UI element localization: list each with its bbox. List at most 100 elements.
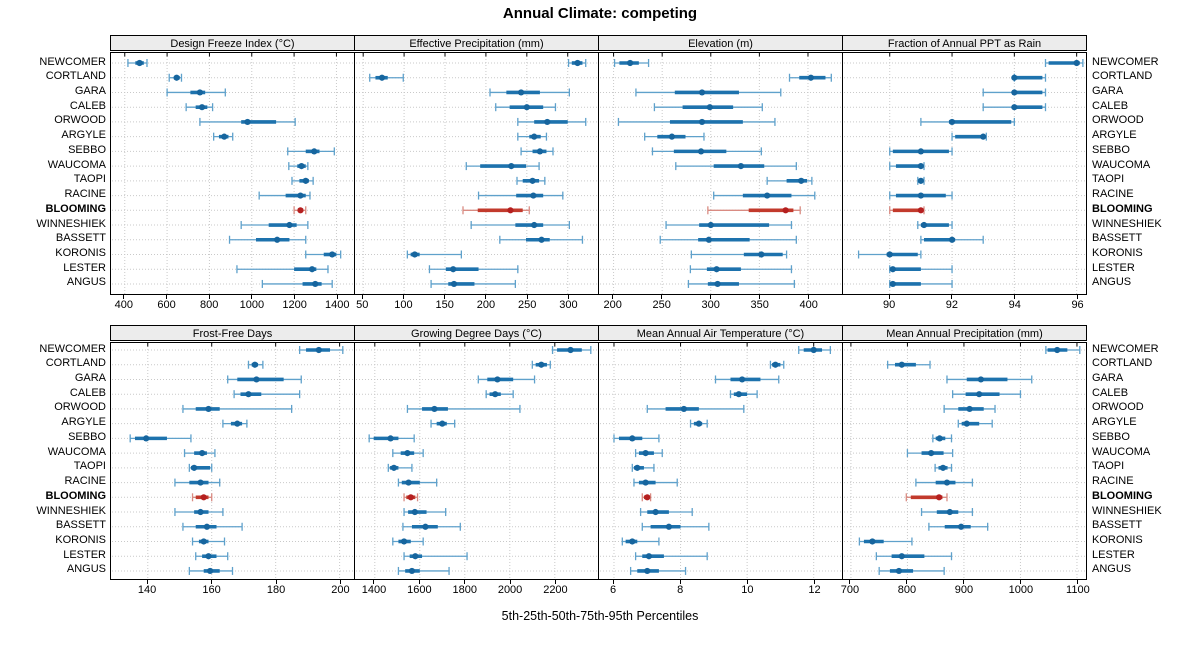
axis-tick — [710, 295, 712, 299]
x-axis: 200 250 300 350 400 — [598, 295, 843, 315]
median-dot — [197, 508, 204, 516]
axis-tick — [554, 580, 556, 584]
median-dot — [737, 163, 745, 170]
row-label-right: SEBBO — [1092, 143, 1130, 156]
median-dot — [869, 538, 876, 545]
median-dot — [807, 74, 814, 81]
plot-panel — [598, 52, 843, 295]
median-dot — [966, 405, 973, 413]
median-dot — [251, 361, 258, 368]
median-dot — [431, 405, 438, 413]
median-dot — [928, 450, 935, 457]
median-dot — [221, 133, 228, 140]
plot-panel — [842, 342, 1087, 580]
axis-tick-label: 900 — [954, 584, 974, 596]
row-label-left: LESTER — [63, 548, 106, 561]
median-dot — [917, 148, 924, 155]
axis-tick-label: 1600 — [407, 584, 432, 596]
strip-title: Frost-Free Days — [192, 328, 273, 340]
median-dot — [530, 192, 537, 199]
median-dot — [574, 59, 581, 67]
row-label-right: KORONIS — [1092, 246, 1143, 259]
axis-tick-label: 1000 — [239, 299, 265, 311]
row-label-right: WINNESHIEK — [1092, 504, 1162, 517]
median-dot — [197, 479, 204, 486]
median-dot — [948, 236, 956, 243]
median-dot — [312, 280, 319, 288]
axis-tick — [746, 580, 748, 584]
axis-tick — [526, 295, 528, 299]
median-dot — [652, 508, 659, 516]
median-dot — [706, 104, 713, 111]
median-dot — [889, 266, 896, 273]
row-label-right: NEWCOMER — [1092, 55, 1159, 68]
median-dot — [494, 376, 501, 383]
panel-strip-growing-degree-days: Growing Degree Days (°C) — [354, 325, 599, 341]
median-dot — [943, 479, 951, 486]
median-dot — [898, 361, 905, 368]
panel-strip-fraction-ppt-rain: Fraction of Annual PPT as Rain — [842, 35, 1087, 51]
axis-tick-label: 1400 — [361, 584, 387, 596]
median-dot — [205, 553, 212, 560]
median-dot — [207, 567, 214, 575]
median-dot — [205, 405, 212, 413]
median-dot — [439, 420, 446, 427]
axis-tick-label: 1200 — [282, 299, 307, 311]
axis-tick — [849, 580, 851, 584]
axis-tick — [294, 295, 296, 299]
median-dot — [935, 494, 943, 501]
panel-plot-area — [844, 53, 1085, 294]
median-dot — [958, 523, 965, 530]
median-dot — [698, 118, 706, 126]
median-dot — [739, 376, 746, 383]
axis-tick-label: 300 — [559, 299, 578, 311]
median-dot — [1011, 89, 1018, 96]
axis-tick-label: 350 — [750, 299, 769, 311]
row-label-right: BLOOMING — [1092, 489, 1153, 502]
axis-tick-label: 100 — [394, 299, 413, 311]
median-dot — [1073, 59, 1080, 67]
axis-tick-label: 1800 — [452, 584, 477, 596]
axis-tick — [1020, 580, 1022, 584]
median-dot — [627, 59, 634, 67]
median-dot — [244, 118, 251, 126]
median-dot — [302, 177, 309, 184]
axis-tick — [275, 580, 277, 584]
median-dot — [735, 391, 742, 398]
axis-tick-label: 400 — [114, 299, 134, 311]
axis-tick-label: 92 — [945, 299, 959, 311]
median-dot — [143, 435, 150, 442]
median-dot — [707, 221, 714, 229]
row-label-right: WAUCOMA — [1092, 158, 1151, 171]
strip-title: Growing Degree Days (°C) — [411, 328, 542, 340]
axis-tick — [166, 295, 168, 299]
row-label-right: CALEB — [1092, 99, 1129, 112]
axis-tick-label: 160 — [202, 584, 221, 596]
axis-tick-label: 94 — [1008, 299, 1021, 311]
axis-tick-label: 700 — [840, 584, 860, 596]
median-dot — [886, 251, 893, 258]
median-dot — [492, 391, 499, 398]
row-label-left: KORONIS — [55, 533, 106, 546]
axis-tick — [612, 580, 614, 584]
median-dot — [782, 207, 789, 214]
axis-tick-label: 90 — [882, 299, 896, 311]
row-label-right: ANGUS — [1092, 276, 1132, 289]
row-label-left: ORWOOD — [54, 114, 106, 127]
axis-tick-label: 1000 — [1008, 584, 1034, 596]
x-axis: 700 800 900 1000 1100 — [840, 580, 1090, 600]
plot-panel — [842, 52, 1087, 295]
median-dot — [517, 89, 525, 96]
row-label-right: BLOOMING — [1092, 202, 1153, 215]
plot-panel — [354, 52, 599, 295]
median-dot — [253, 376, 260, 383]
median-dot — [274, 236, 281, 243]
row-label-left: ORWOOD — [54, 401, 106, 414]
median-dot — [412, 553, 419, 560]
median-dot — [508, 163, 515, 170]
axis-tick — [251, 295, 253, 299]
row-label-left: GARA — [74, 84, 106, 97]
axis-tick — [402, 295, 404, 299]
axis-tick — [906, 580, 908, 584]
